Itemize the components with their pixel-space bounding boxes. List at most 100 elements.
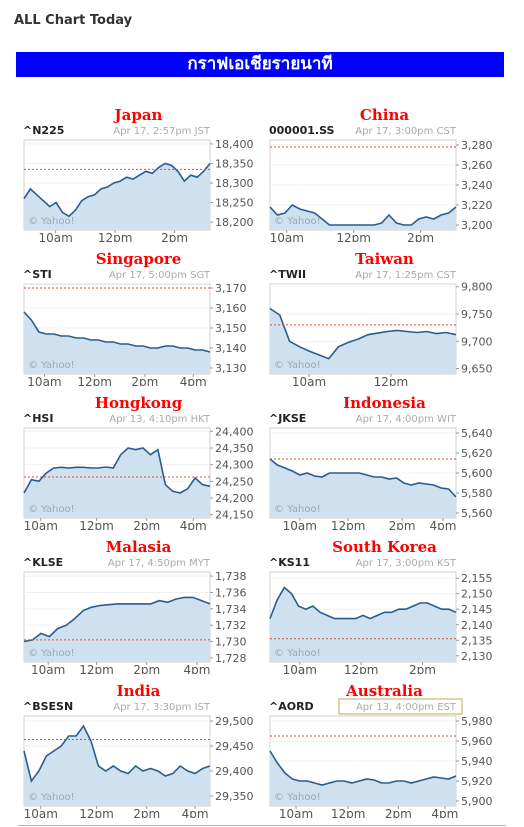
ticker-label: ^N225	[23, 124, 64, 137]
chart-svg: ^KS11 Apr 17, 3:00pm KST 2,155 2,150 2,145 2,…	[269, 556, 493, 674]
timestamp-highlight	[338, 698, 463, 715]
x-tick-label: 2pm	[133, 519, 160, 530]
y-tick-label: 3,150	[215, 322, 247, 335]
yahoo-watermark: © Yahoo!	[28, 360, 75, 371]
market-name: Malasia	[105, 538, 172, 556]
market-name: Singapore	[95, 250, 182, 268]
y-tick-label: 9,800	[461, 281, 493, 294]
x-tick-label: 2pm	[133, 663, 160, 674]
yahoo-watermark: © Yahoo!	[274, 648, 321, 659]
x-tick-label: 2pm	[161, 231, 188, 242]
x-tick-label: 12pm	[331, 807, 366, 818]
timestamp-label: Apr 17, 3:30pm IST	[113, 702, 211, 713]
area-fill	[24, 726, 210, 806]
ticker-label: ^AORD	[269, 700, 314, 713]
market-name: China	[359, 106, 410, 124]
ticker-label: ^STI	[23, 268, 52, 281]
y-tick-label: 5,960	[461, 735, 493, 748]
x-tick-label: 10am	[270, 231, 304, 242]
y-tick-label: 18,400	[215, 138, 254, 151]
ticker-label: ^HSI	[23, 412, 53, 425]
x-tick-label: 10am	[292, 375, 326, 386]
chart-taiwan: Taiwan ^TWII Apr 17, 1:25pm CST 9,800 9,750 9…	[262, 242, 507, 386]
series-line	[269, 307, 457, 360]
chart-malasia: Malasia ^KLSE Apr 17, 4:50pm MYT 1,738 1,736…	[16, 530, 261, 674]
y-tick-label: 5,600	[461, 467, 493, 480]
divider	[18, 825, 506, 826]
series-line	[23, 447, 211, 494]
area-fill	[24, 163, 210, 230]
yahoo-watermark: © Yahoo!	[274, 216, 321, 227]
y-tick-label: 5,900	[461, 795, 493, 808]
y-tick-label: 1,738	[215, 570, 247, 583]
area-fill	[270, 587, 456, 662]
x-tick-label: 10am	[283, 519, 317, 530]
series-line	[269, 204, 457, 226]
x-tick-label: 4pm	[430, 519, 457, 530]
chart-svg: 000001.SS Apr 17, 3:00pm CST 3,280 3,260 3,2…	[269, 124, 493, 242]
y-tick-label: 2,145	[461, 603, 493, 616]
y-tick-label: 9,650	[461, 363, 493, 376]
y-tick-label: 3,260	[461, 159, 493, 172]
x-tick-label: 10am	[24, 519, 58, 530]
timestamp-label: Apr 17, 2:57pm JST	[113, 126, 211, 137]
chart-japan: Japan ^N225 Apr 17, 2:57pm JST 18,400 18,350…	[16, 98, 261, 242]
chart-svg: ^KLSE Apr 17, 4:50pm MYT 1,738 1,736 1,734 1,…	[23, 556, 247, 674]
y-tick-label: 18,350	[215, 157, 254, 170]
ticker-label: ^TWII	[269, 268, 306, 281]
area-fill	[24, 448, 210, 518]
y-tick-label: 24,200	[215, 492, 254, 505]
x-tick-label: 12pm	[77, 375, 112, 386]
x-tick-label: 12pm	[79, 807, 114, 818]
y-tick-label: 2,140	[461, 619, 493, 632]
timestamp-label: Apr 17, 4:50pm MYT	[108, 558, 211, 569]
x-tick-label: 4pm	[184, 663, 211, 674]
x-tick-label: 2pm	[409, 663, 436, 674]
page-title: ALL Chart Today	[14, 13, 133, 28]
y-tick-label: 3,140	[215, 342, 247, 355]
x-tick-label: 4pm	[180, 519, 207, 530]
timestamp-label: Apr 17, 4:00pm WIT	[356, 414, 457, 425]
y-tick-label: 3,170	[215, 282, 247, 295]
y-tick-label: 24,250	[215, 475, 254, 488]
x-tick-label: 12pm	[336, 231, 371, 242]
y-tick-label: 29,450	[215, 740, 254, 753]
y-tick-label: 5,980	[461, 715, 493, 728]
y-tick-label: 9,750	[461, 308, 493, 321]
market-name: Hongkong	[94, 394, 183, 412]
x-tick-label: 10am	[283, 663, 317, 674]
y-tick-label: 24,150	[215, 509, 254, 522]
x-tick-label: 2pm	[389, 519, 416, 530]
timestamp-label: Apr 17, 3:00pm CST	[355, 126, 457, 137]
x-tick-label: 4pm	[180, 375, 207, 386]
y-tick-label: 18,200	[215, 216, 254, 229]
chart-svg: ^BSESN Apr 17, 3:30pm IST 29,500 29,450 29,4…	[23, 700, 254, 818]
y-tick-label: 9,700	[461, 335, 493, 348]
ticker-label: ^KS11	[269, 556, 310, 569]
yahoo-watermark: © Yahoo!	[28, 792, 75, 803]
y-tick-label: 3,240	[461, 179, 493, 192]
y-tick-label: 5,640	[461, 427, 493, 440]
timestamp-label: Apr 13, 4:00pm EST	[356, 702, 457, 713]
timestamp-label: Apr 13, 4:10pm HKT	[109, 414, 211, 425]
y-tick-label: 29,400	[215, 765, 254, 778]
ticker-label: ^BSESN	[23, 700, 73, 713]
y-tick-label: 29,350	[215, 790, 254, 803]
series-line	[23, 724, 211, 783]
chart-svg: ^N225 Apr 17, 2:57pm JST 18,400 18,350 18,30…	[23, 124, 254, 242]
area-fill	[270, 308, 456, 374]
chart-south-korea: South Korea ^KS11 Apr 17, 3:00pm KST 2,155 2…	[262, 530, 507, 674]
market-name: Australia	[346, 682, 423, 700]
x-tick-label: 12pm	[344, 663, 379, 674]
timestamp-label: Apr 17, 5:00pm SGT	[109, 270, 211, 281]
market-name: South Korea	[332, 538, 437, 556]
x-tick-label: 10am	[27, 375, 61, 386]
area-fill	[270, 751, 456, 806]
x-tick-label: 2pm	[385, 807, 412, 818]
y-tick-label: 5,920	[461, 775, 493, 788]
y-tick-label: 24,350	[215, 442, 254, 455]
y-tick-label: 5,620	[461, 447, 493, 460]
y-tick-label: 3,160	[215, 302, 247, 315]
x-tick-label: 2pm	[407, 231, 434, 242]
chart-svg: ^HSI Apr 13, 4:10pm HKT 24,400 24,350 24,300…	[23, 412, 254, 530]
